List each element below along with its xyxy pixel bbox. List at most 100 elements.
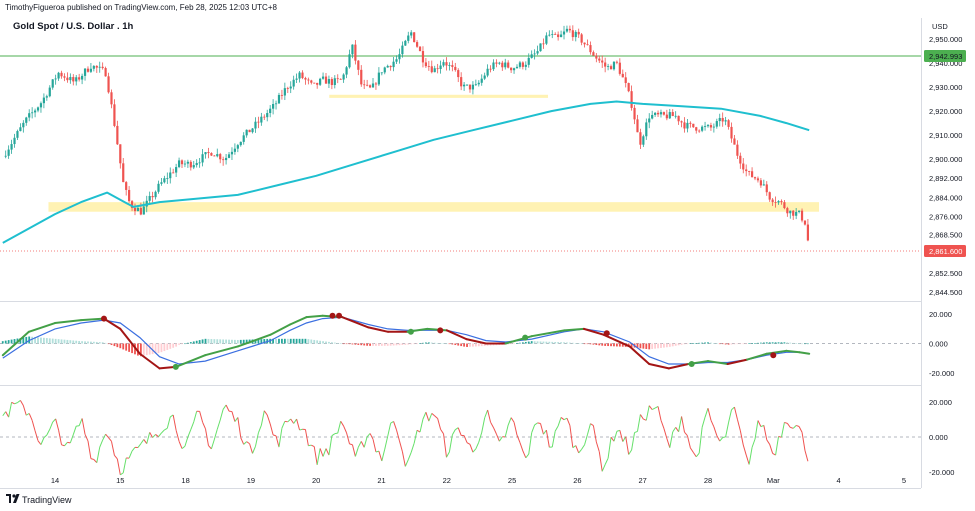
macd-histogram-bar-176 bbox=[519, 342, 521, 344]
candle-41 bbox=[125, 181, 128, 196]
candle-141 bbox=[418, 46, 422, 52]
macd-line-segment-2 bbox=[27, 322, 56, 333]
candle-154 bbox=[457, 68, 460, 83]
macd-histogram-bar-53 bbox=[157, 343, 160, 354]
macd-histogram-bar-189 bbox=[557, 342, 560, 344]
candle-47 bbox=[142, 201, 145, 215]
osc-segment-35 bbox=[102, 433, 107, 441]
moving-average-series bbox=[2, 100, 810, 244]
osc-segment-61 bbox=[178, 441, 183, 449]
candle-55 bbox=[166, 172, 169, 184]
candle-269 bbox=[795, 208, 798, 220]
osc-segment-158 bbox=[463, 435, 468, 443]
macd-tick-1: 0.000 bbox=[929, 340, 948, 349]
osc-segment-206 bbox=[604, 458, 609, 465]
osc-segment-25 bbox=[72, 425, 77, 435]
osc-segment-248 bbox=[728, 409, 732, 423]
price-axis[interactable]: 2,950.000 2,940.000 2,930.000 2,920.000 2,91… bbox=[924, 35, 966, 297]
candle-64 bbox=[192, 160, 195, 170]
candle-257 bbox=[759, 178, 762, 188]
macd-histogram-bar-202 bbox=[595, 343, 598, 345]
candle-110 bbox=[327, 75, 331, 88]
osc-segment-262 bbox=[769, 444, 774, 454]
macd-histogram-bar-151 bbox=[445, 343, 448, 345]
candle-153 bbox=[454, 62, 457, 72]
macd-histogram-bar-221 bbox=[651, 343, 654, 350]
candle-158 bbox=[468, 84, 472, 93]
candle-133 bbox=[395, 55, 398, 64]
macd-histogram-bar-248 bbox=[730, 343, 733, 345]
candle-244 bbox=[721, 112, 724, 127]
candle-167 bbox=[495, 59, 498, 68]
candle-120 bbox=[357, 60, 360, 76]
osc-segment-29 bbox=[84, 434, 89, 442]
candle-145 bbox=[430, 60, 433, 74]
candle-156 bbox=[463, 81, 466, 91]
osc-segment-221 bbox=[648, 405, 653, 410]
osc-segment-13 bbox=[37, 440, 42, 445]
macd-histogram-bar-12 bbox=[37, 337, 39, 344]
osc-segment-175 bbox=[513, 422, 518, 436]
price-tick-8: 2,876.000 bbox=[929, 213, 962, 222]
price-tick-0: 2,950.000 bbox=[929, 35, 962, 44]
macd-histogram-bar-257 bbox=[757, 342, 759, 344]
candle-185 bbox=[548, 30, 551, 37]
osc-segment-161 bbox=[472, 448, 477, 453]
macd-histogram-bar-198 bbox=[583, 343, 586, 345]
candle-230 bbox=[680, 120, 683, 128]
osc-segment-162 bbox=[475, 441, 480, 449]
candle-71 bbox=[213, 155, 216, 157]
macd-line-segment-30 bbox=[648, 362, 670, 370]
currency-label: USD bbox=[932, 22, 948, 31]
osc-segment-216 bbox=[634, 430, 638, 434]
candle-103 bbox=[307, 77, 310, 85]
macd-histogram-bar-254 bbox=[748, 343, 751, 344]
osc-segment-255 bbox=[748, 447, 753, 465]
osc-segment-193 bbox=[566, 418, 571, 426]
osc-segment-177 bbox=[519, 442, 524, 452]
macd-histogram-bar-28 bbox=[84, 341, 86, 344]
candle-40 bbox=[122, 158, 125, 183]
osc-segment-21 bbox=[61, 444, 65, 447]
tradingview-logo[interactable]: TradingView bbox=[6, 494, 72, 505]
candle-128 bbox=[380, 72, 383, 76]
macd-tick-0: 20.000 bbox=[929, 310, 952, 319]
candle-226 bbox=[668, 108, 671, 120]
macd-histogram-bar-138 bbox=[407, 343, 410, 345]
osc-segment-64 bbox=[187, 429, 192, 438]
macd-histogram-bar-157 bbox=[463, 343, 466, 347]
zone-0[interactable] bbox=[48, 202, 820, 212]
osc-segment-45 bbox=[131, 447, 136, 452]
candle-215 bbox=[636, 114, 639, 133]
osc-segment-168 bbox=[493, 427, 497, 435]
symbol-title[interactable]: Gold Spot / U.S. Dollar . 1h bbox=[13, 21, 134, 32]
osc-segment-156 bbox=[457, 427, 462, 436]
osc-segment-27 bbox=[78, 418, 83, 426]
candle-149 bbox=[442, 59, 445, 68]
osc-tick-2: -20.000 bbox=[929, 468, 954, 477]
macd-histogram-bar-259 bbox=[762, 342, 765, 344]
candle-32 bbox=[98, 61, 101, 73]
osc-segment-113 bbox=[331, 433, 336, 437]
candle-150 bbox=[445, 57, 448, 71]
candle-176 bbox=[521, 61, 524, 70]
candle-132 bbox=[392, 57, 395, 72]
macd-histogram-bar-3 bbox=[10, 339, 13, 344]
osc-segment-184 bbox=[540, 423, 544, 435]
osc-segment-33 bbox=[96, 447, 101, 463]
time-axis[interactable]: 14 15 18 19 20 21 22 25 26 27 28 Mar 4 5 bbox=[51, 476, 906, 485]
macd-histogram-bar-0 bbox=[1, 341, 4, 344]
osc-segment-79 bbox=[231, 411, 236, 422]
macd-histogram-bar-111 bbox=[328, 341, 330, 344]
macd-histogram-bar-253 bbox=[745, 343, 748, 345]
zone-1[interactable] bbox=[329, 94, 549, 98]
macd-histogram-bar-241 bbox=[710, 342, 712, 344]
macd-histogram-bar-237 bbox=[698, 342, 701, 344]
macd-histogram-bar-16 bbox=[48, 338, 51, 344]
time-tick-1: 15 bbox=[116, 476, 124, 485]
macd-histogram-bar-264 bbox=[777, 342, 780, 344]
osc-segment-130 bbox=[381, 449, 386, 462]
candle-95 bbox=[283, 82, 286, 101]
macd-histogram-bar-246 bbox=[724, 343, 727, 345]
macd-histogram-bar-207 bbox=[610, 343, 612, 347]
